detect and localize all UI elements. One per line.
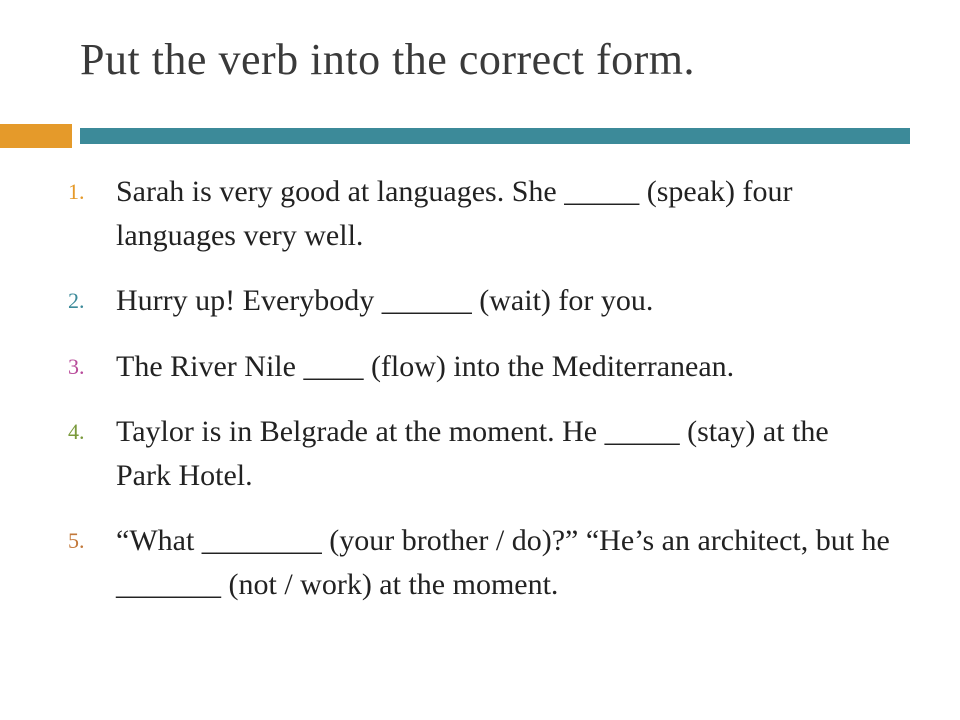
slide: Put the verb into the correct form. Sara… (0, 0, 960, 720)
accent-bar (0, 116, 960, 144)
accent-teal-block (80, 128, 910, 144)
list-item: “What ________ (your brother / do)?” “He… (60, 519, 890, 606)
list-item: Sarah is very good at languages. She ___… (60, 170, 890, 257)
list-item: The River Nile ____ (flow) into the Medi… (60, 345, 890, 389)
exercise-content: Sarah is very good at languages. She ___… (60, 170, 890, 628)
accent-orange-block (0, 124, 72, 148)
list-item: Taylor is in Belgrade at the moment. He … (60, 410, 890, 497)
exercise-list: Sarah is very good at languages. She ___… (60, 170, 890, 606)
page-title: Put the verb into the correct form. (80, 34, 695, 85)
list-item: Hurry up! Everybody ______ (wait) for yo… (60, 279, 890, 323)
